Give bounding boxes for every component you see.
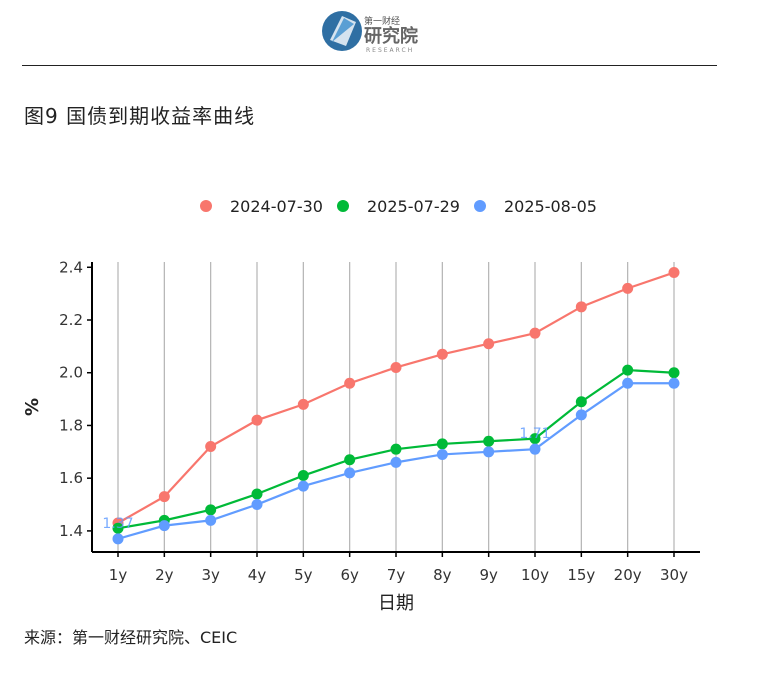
legend-item: 2025-07-29: [337, 197, 460, 216]
data-point: [668, 367, 680, 379]
data-point: [622, 364, 634, 376]
chart-gridlines: [117, 262, 675, 552]
x-tick-label: 5y: [294, 566, 313, 584]
y-tick-label: 2.0: [59, 364, 83, 382]
x-tick-label: 15y: [567, 566, 595, 584]
data-point: [251, 499, 263, 511]
series-2025-08-05: [112, 377, 680, 545]
legend-marker: [337, 200, 349, 212]
yield-curve-chart: 2024-07-30 2025-07-29 2025-08-05 1.4 1.6 1.8…: [22, 197, 700, 614]
data-point: [112, 522, 124, 534]
data-point: [158, 520, 170, 532]
data-point: [205, 514, 217, 526]
y-tick-label: 1.4: [59, 522, 83, 540]
x-tick-label: 7y: [387, 566, 406, 584]
data-point: [158, 491, 170, 503]
x-tick-label: 8y: [433, 566, 452, 584]
data-point: [668, 267, 680, 279]
data-point: [436, 438, 448, 450]
header-divider: [22, 65, 717, 66]
data-point: [483, 446, 495, 458]
chart-series: [112, 267, 680, 545]
y-tick-label: 2.4: [59, 258, 83, 276]
data-point: [436, 348, 448, 360]
research-institute-logo: 第一财经 研究院 RESEARCH: [322, 11, 418, 54]
data-point: [668, 377, 680, 389]
y-tick-label: 1.6: [59, 469, 83, 487]
data-point: [575, 409, 587, 421]
logo-small-text: 第一财经: [364, 15, 400, 27]
data-point: [483, 435, 495, 447]
legend-marker: [200, 200, 212, 212]
data-point: [390, 443, 402, 455]
data-point: [529, 433, 541, 445]
data-point: [390, 456, 402, 468]
x-tick-label: 20y: [614, 566, 642, 584]
source-note: 来源：第一财经研究院、CEIC: [24, 628, 238, 647]
logo-main-text: 研究院: [364, 25, 418, 47]
data-point: [297, 398, 309, 410]
chart-legend: 2024-07-30 2025-07-29 2025-08-05: [200, 197, 597, 216]
data-point: [344, 467, 356, 479]
data-point: [622, 377, 634, 389]
x-tick-label: 6y: [340, 566, 359, 584]
legend-label: 2024-07-30: [230, 197, 323, 216]
x-tick-label: 9y: [479, 566, 498, 584]
data-label: 1.71: [519, 426, 550, 442]
data-point: [436, 448, 448, 460]
legend-item: 2024-07-30: [200, 197, 323, 216]
x-tick-label: 2y: [155, 566, 174, 584]
figure-title: 图9 国债到期收益率曲线: [24, 104, 256, 128]
data-label: 1.37: [102, 516, 133, 532]
data-point: [483, 338, 495, 350]
data-point: [344, 377, 356, 389]
data-point: [112, 533, 124, 545]
x-tick-label: 1y: [109, 566, 128, 584]
data-point: [205, 441, 217, 453]
data-point: [251, 414, 263, 426]
legend-label: 2025-08-05: [504, 197, 597, 216]
data-point: [529, 327, 541, 339]
data-point: [529, 443, 541, 455]
data-point: [622, 282, 634, 294]
data-point: [575, 301, 587, 313]
x-tick-label: 10y: [521, 566, 549, 584]
data-point: [251, 488, 263, 500]
data-point: [390, 361, 402, 373]
data-point: [575, 396, 587, 408]
data-point: [297, 470, 309, 482]
chart-annotations: 1.37 1.71: [102, 426, 550, 532]
y-axis-title: %: [22, 398, 43, 416]
legend-item: 2025-08-05: [474, 197, 597, 216]
logo-sub-text: RESEARCH: [366, 47, 414, 54]
x-tick-label: 30y: [660, 566, 688, 584]
legend-label: 2025-07-29: [367, 197, 460, 216]
y-tick-label: 2.2: [59, 311, 83, 329]
x-axis-title: 日期: [378, 593, 414, 614]
chart-axes: 1.4 1.6 1.8 2.0 2.2 2.4 1y 2y 3y 4y 5y 6y 7y 8y 9y 10y 1…: [22, 258, 700, 614]
y-tick-label: 1.8: [59, 416, 83, 434]
legend-marker: [474, 200, 486, 212]
data-point: [344, 454, 356, 466]
x-tick-label: 4y: [248, 566, 267, 584]
x-tick-label: 3y: [201, 566, 220, 584]
data-point: [205, 504, 217, 516]
data-point: [297, 480, 309, 492]
